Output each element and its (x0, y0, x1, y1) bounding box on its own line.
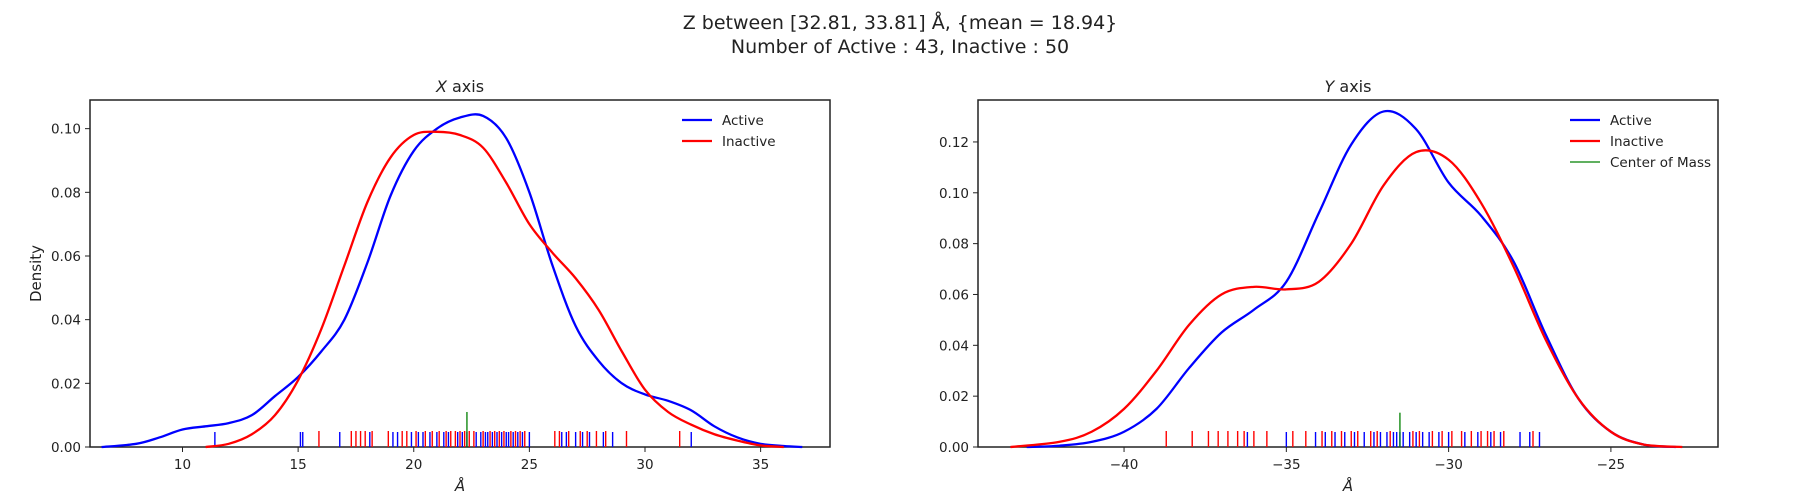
y-tick-label: 0.02 (51, 376, 81, 392)
legend: Active Inactive (682, 113, 776, 150)
density-line-inactive (205, 130, 784, 449)
figure-title-line-1: Z between [32.81, 33.81] Å, {mean = 18.9… (682, 12, 1118, 34)
y-tick-label: 0.00 (939, 440, 969, 456)
y-tick-label: 0.08 (939, 237, 969, 253)
x-tick-label: −35 (1272, 457, 1301, 473)
y-tick-label: 0.04 (51, 313, 81, 329)
panel-title: Y axis (1325, 77, 1372, 96)
y-tick-label: 0.10 (51, 122, 81, 138)
x-tick-label: 30 (636, 457, 653, 473)
figure-title-line-2: Number of Active : 43, Inactive : 50 (730, 36, 1070, 58)
y-tick-label: 0.00 (51, 440, 81, 456)
density-line-inactive (1010, 149, 1683, 449)
legend-label: Inactive (722, 134, 776, 150)
density-line-active (101, 113, 803, 449)
plot-frame (89, 99, 831, 448)
x-tick-label: −30 (1434, 457, 1463, 473)
y-tick-label: 0.10 (939, 186, 969, 202)
chart-panel-2: Y axis −40 −35 −30 −25 0.00 0.02 0.04 0.06 0.08 0.… (939, 77, 1719, 495)
y-tick-label: 0.06 (939, 287, 969, 303)
legend: Active Inactive Center of Mass (1570, 113, 1711, 171)
x-tick-label: 10 (174, 457, 191, 473)
x-axis-label: Å (454, 476, 465, 495)
y-tick-label: 0.02 (939, 389, 969, 405)
x-axis-label: Å (1342, 476, 1353, 495)
plot-frame (977, 99, 1719, 448)
panel-title: X axis (435, 77, 484, 96)
legend-label: Inactive (1610, 134, 1664, 150)
x-tick-label: −40 (1110, 457, 1139, 473)
y-tick-label: 0.08 (51, 185, 81, 201)
chart-panel-1: X axis 10 15 20 25 30 35 0.00 0.02 0.04 0.06 0.08 0.… (27, 77, 831, 495)
legend-label: Center of Mass (1610, 155, 1711, 171)
x-tick-label: 25 (521, 457, 538, 473)
x-tick-label: −25 (1597, 457, 1626, 473)
legend-label: Active (722, 113, 764, 129)
y-tick-label: 0.04 (939, 338, 969, 354)
x-tick-label: 35 (752, 457, 769, 473)
x-tick-label: 20 (405, 457, 422, 473)
legend-label: Active (1610, 113, 1652, 129)
y-tick-label: 0.12 (939, 135, 969, 151)
y-tick-label: 0.06 (51, 249, 81, 265)
y-axis-label: Density (27, 245, 45, 302)
x-tick-label: 15 (290, 457, 307, 473)
